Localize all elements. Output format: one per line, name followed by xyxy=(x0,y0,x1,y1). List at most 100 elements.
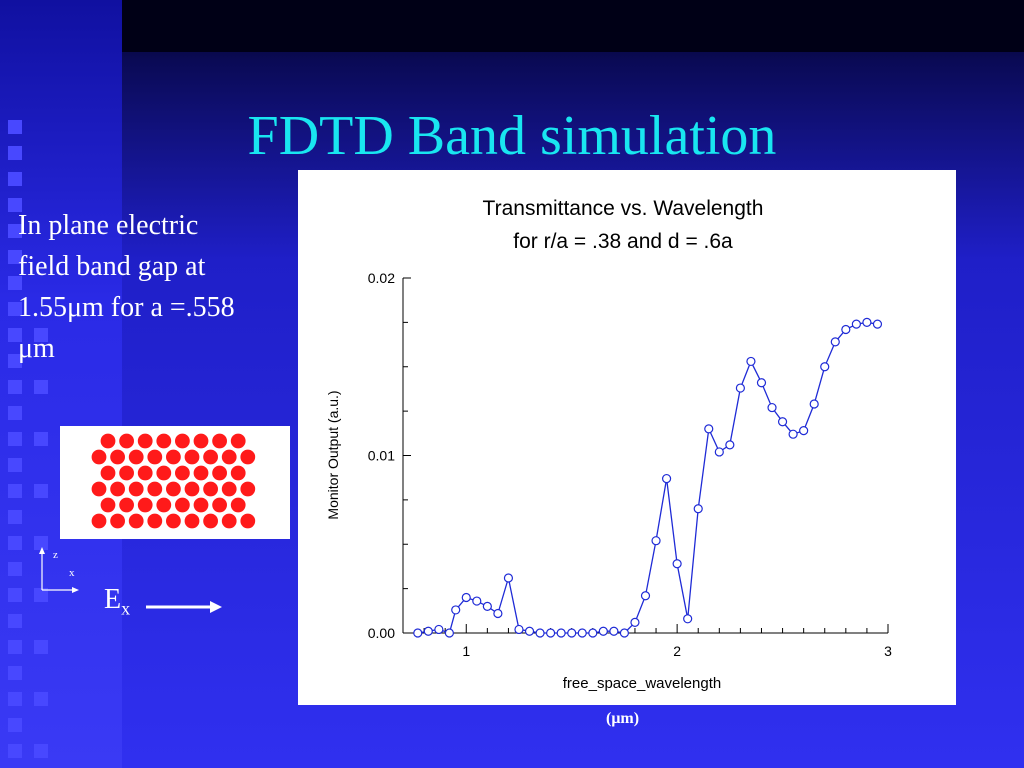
lattice-rod xyxy=(110,513,125,529)
chart-title-line-1: Transmittance vs. Wavelength xyxy=(483,197,764,220)
decorative-square xyxy=(8,614,22,628)
decorative-square xyxy=(8,172,22,186)
lattice-rod xyxy=(184,481,200,497)
decorative-square xyxy=(8,458,22,472)
data-point xyxy=(524,626,535,636)
lattice-rod xyxy=(119,433,134,449)
data-point xyxy=(535,628,545,638)
decorative-square xyxy=(8,380,22,394)
decorative-square xyxy=(8,536,22,550)
top-band xyxy=(122,0,1024,52)
decorative-square xyxy=(8,328,22,342)
lattice-rod xyxy=(212,497,228,513)
lattice-rod xyxy=(230,465,246,481)
lattice-rod xyxy=(175,465,190,481)
decorative-square xyxy=(8,146,22,160)
lattice-rod xyxy=(212,433,228,449)
field-direction-arrow-icon xyxy=(146,601,222,613)
decorative-square xyxy=(8,510,22,524)
description-line: In plane electric xyxy=(18,210,199,241)
lattice-rod xyxy=(166,481,181,497)
chart-marks xyxy=(413,317,883,638)
transmittance-chart: Transmittance vs. Wavelength for r/a = .… xyxy=(325,197,892,692)
decorative-square xyxy=(8,120,22,134)
data-point xyxy=(862,317,872,327)
lattice-rod xyxy=(230,433,246,449)
data-point xyxy=(809,399,819,409)
lattice-rod xyxy=(100,433,116,449)
lattice-rod xyxy=(240,449,256,465)
description-line: field band gap at xyxy=(18,251,206,282)
lattice-rod xyxy=(147,481,163,497)
data-point xyxy=(640,591,651,601)
lattice-rod xyxy=(230,497,246,513)
lattice-rod xyxy=(100,465,116,481)
data-point xyxy=(423,626,433,636)
lattice-rod xyxy=(100,497,116,513)
lattice-rod xyxy=(110,449,125,465)
data-point xyxy=(630,617,640,627)
lattice-rod xyxy=(203,449,219,465)
data-point xyxy=(434,624,444,635)
decorative-square xyxy=(8,666,22,680)
lattice-rod xyxy=(156,433,172,449)
data-point xyxy=(693,504,703,514)
data-point xyxy=(619,628,630,638)
decorative-square xyxy=(34,744,48,758)
x-axis-label: x xyxy=(69,567,75,579)
data-point xyxy=(482,601,492,611)
data-point xyxy=(704,424,714,434)
decorative-square xyxy=(8,198,22,212)
data-point xyxy=(872,319,883,329)
lattice-rod xyxy=(193,433,209,449)
lattice-rod xyxy=(137,497,153,513)
data-point xyxy=(820,362,830,372)
units-note: (μm) xyxy=(606,710,640,727)
data-point xyxy=(841,324,851,335)
lattice-rod xyxy=(128,481,144,497)
lattice-rod xyxy=(166,513,181,529)
data-point xyxy=(451,605,461,615)
data-point xyxy=(651,536,661,546)
lattice-rod xyxy=(240,513,256,529)
data-point xyxy=(683,614,693,624)
decorative-square xyxy=(8,562,22,576)
data-point xyxy=(556,628,566,638)
decorative-square xyxy=(34,432,48,446)
decorative-square xyxy=(34,536,48,550)
series-line xyxy=(417,321,878,634)
data-point xyxy=(514,624,524,635)
lattice-rod xyxy=(221,449,237,465)
data-point xyxy=(661,473,672,484)
lattice-rod xyxy=(175,497,190,513)
coordinate-axes-icon: z x xyxy=(39,547,79,593)
data-point xyxy=(503,573,514,583)
lattice-rod xyxy=(221,481,237,497)
decorative-square xyxy=(34,692,48,706)
data-point xyxy=(735,383,745,393)
lattice-rod xyxy=(193,465,209,481)
lattice-rod xyxy=(119,465,134,481)
decorative-square xyxy=(8,692,22,706)
data-point xyxy=(746,356,756,367)
decorative-square xyxy=(8,432,22,446)
data-point xyxy=(788,429,798,439)
data-point xyxy=(577,628,587,638)
lattice-rod xyxy=(212,465,228,481)
decorative-square xyxy=(8,354,22,368)
decorative-square xyxy=(8,744,22,758)
lattice-svg xyxy=(91,433,256,529)
lattice-rod xyxy=(128,513,144,529)
description-line: 1.55μm for a =.558 xyxy=(18,292,235,323)
decorative-square xyxy=(8,588,22,602)
photonic-lattice-diagram xyxy=(60,426,290,539)
lattice-rod xyxy=(119,497,134,513)
decorative-square xyxy=(34,640,48,654)
data-point xyxy=(851,319,861,329)
data-point xyxy=(546,628,556,638)
data-point xyxy=(472,596,482,606)
lattice-rod xyxy=(91,449,107,465)
lattice-rod xyxy=(110,481,125,497)
lattice-rod xyxy=(240,481,256,497)
lattice-rod xyxy=(184,449,200,465)
